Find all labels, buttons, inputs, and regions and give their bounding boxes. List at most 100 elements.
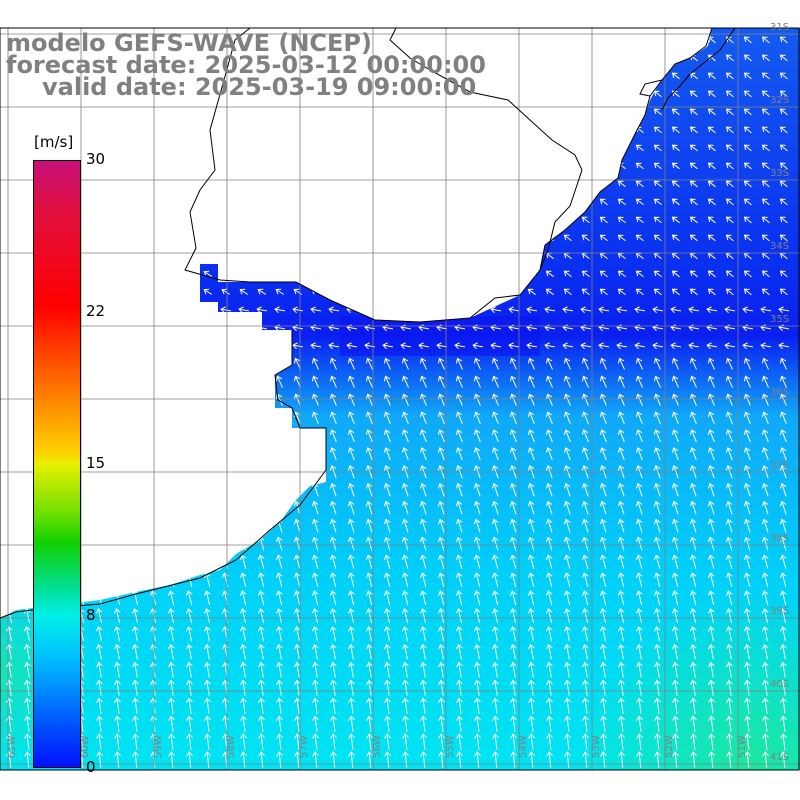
wind-arrow — [24, 715, 31, 732]
wind-arrow — [581, 625, 589, 642]
wind-arrow — [437, 661, 445, 678]
wind-arrow — [311, 252, 321, 259]
wind-arrow — [401, 643, 409, 660]
wind-arrow — [257, 482, 265, 497]
wind-arrow — [690, 697, 697, 714]
wind-arrow — [240, 751, 247, 768]
wind-arrow — [671, 393, 679, 406]
wind-arrow — [23, 198, 33, 205]
longitude-label: 51W — [737, 735, 748, 758]
wind-arrow — [113, 500, 121, 515]
wind-arrow — [167, 180, 177, 187]
wind-arrow — [780, 751, 787, 768]
wind-arrow — [761, 590, 769, 606]
wind-arrow — [347, 554, 355, 569]
wind-arrow — [545, 429, 553, 443]
wind-arrow — [688, 306, 700, 314]
wind-arrow — [617, 393, 625, 406]
wind-arrow — [258, 751, 265, 768]
wind-arrow — [671, 216, 680, 224]
wind-arrow — [420, 679, 427, 696]
wind-arrow — [348, 697, 355, 714]
wind-arrow — [743, 482, 751, 497]
wind-arrow — [293, 643, 301, 660]
wind-arrow — [456, 733, 463, 750]
wind-arrow — [455, 162, 464, 170]
wind-arrow — [312, 697, 319, 714]
wind-arrow — [131, 180, 141, 187]
wind-arrow — [293, 590, 301, 606]
wind-arrow — [671, 288, 680, 296]
wind-arrow — [618, 733, 625, 750]
wind-arrow — [562, 306, 574, 314]
wind-arrow — [113, 518, 121, 533]
wind-arrow — [184, 342, 196, 350]
wind-arrow — [473, 518, 481, 533]
wind-arrow — [635, 198, 644, 206]
wind-arrow — [329, 572, 337, 587]
wind-arrow — [580, 342, 592, 350]
wind-arrow — [347, 252, 356, 259]
wind-arrow — [347, 144, 356, 151]
wind-arrow — [95, 357, 103, 370]
wind-arrow — [545, 144, 554, 152]
wind-arrow — [112, 324, 124, 332]
wind-arrow — [509, 36, 518, 44]
wind-arrow — [401, 357, 409, 370]
wind-arrow — [329, 288, 339, 295]
wind-arrow — [23, 270, 33, 277]
wind-arrow — [185, 357, 193, 370]
wind-arrow — [581, 90, 590, 98]
wind-arrow — [131, 252, 141, 259]
wind-arrow — [707, 270, 716, 278]
wind-arrow — [185, 375, 193, 388]
wind-arrow — [293, 126, 303, 133]
wind-arrow — [329, 252, 339, 259]
wind-arrow — [202, 342, 214, 350]
wind-arrow — [455, 108, 464, 116]
wind-arrow — [5, 108, 15, 115]
wind-arrow — [671, 447, 679, 461]
wind-arrow — [383, 252, 392, 259]
wind-arrow — [311, 643, 319, 660]
wind-arrow — [23, 162, 33, 169]
wind-arrow — [636, 715, 643, 732]
wind-arrow — [455, 661, 463, 678]
wind-arrow — [203, 608, 211, 624]
wind-arrow — [762, 751, 769, 768]
wind-arrow — [527, 126, 536, 134]
wind-arrow — [167, 643, 175, 660]
wind-arrow — [762, 733, 769, 750]
wind-arrow — [113, 572, 121, 587]
wind-arrow — [474, 733, 481, 750]
wind-arrow — [6, 679, 13, 696]
wind-arrow — [743, 357, 751, 370]
wind-arrow — [779, 198, 788, 206]
wind-arrow — [401, 554, 409, 569]
wind-arrow — [617, 500, 625, 515]
wind-arrow — [257, 375, 265, 388]
wind-arrow — [581, 500, 589, 515]
wind-arrow — [743, 216, 752, 224]
wind-arrow — [761, 144, 770, 152]
wind-arrow — [473, 126, 482, 134]
wind-arrow — [726, 751, 733, 768]
wind-arrow — [528, 679, 535, 696]
wind-arrow — [654, 715, 661, 732]
wind-arrow — [491, 180, 500, 188]
wind-arrow — [23, 518, 31, 533]
wind-arrow — [23, 590, 31, 606]
wind-arrow — [726, 697, 733, 714]
wind-arrow — [95, 536, 103, 551]
wind-arrow — [113, 216, 123, 223]
wind-arrow — [689, 554, 697, 569]
wind-arrow — [779, 554, 787, 569]
wind-arrow — [779, 216, 788, 224]
wind-arrow — [437, 643, 445, 660]
wind-arrow — [203, 126, 213, 133]
wind-arrow — [184, 324, 196, 332]
wind-arrow — [509, 72, 518, 80]
wind-arrow — [5, 162, 15, 169]
wind-arrow — [239, 216, 249, 223]
wind-arrow — [707, 126, 716, 134]
